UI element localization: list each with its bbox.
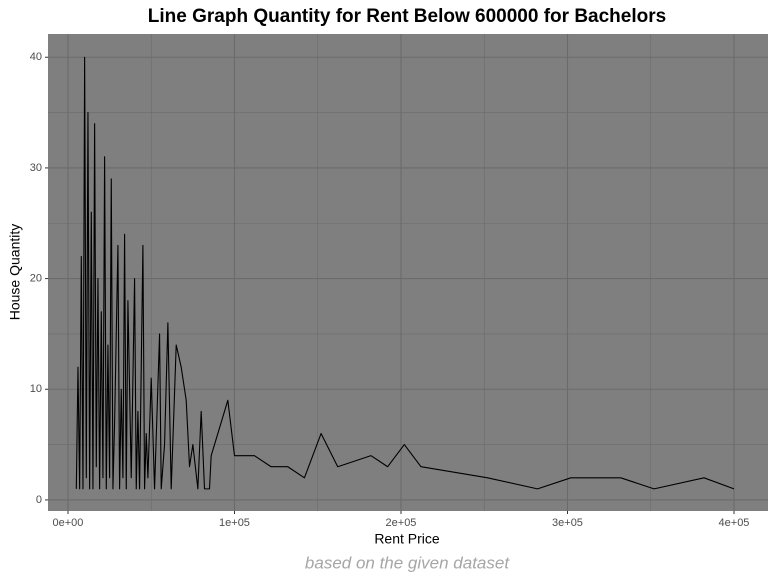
- y-tick-label: 10: [30, 383, 42, 395]
- caption: based on the given dataset: [305, 553, 510, 572]
- x-tick-label: 2e+05: [386, 517, 417, 529]
- y-tick-label: 30: [30, 162, 42, 174]
- x-tick-label: 4e+05: [719, 517, 750, 529]
- chart-title: Line Graph Quantity for Rent Below 60000…: [148, 6, 666, 27]
- y-tick-label: 40: [30, 51, 42, 63]
- x-tick-label: 3e+05: [552, 517, 583, 529]
- y-axis-label: House Quantity: [7, 224, 23, 321]
- x-tick-label: 0e+00: [53, 517, 84, 529]
- y-tick-label: 0: [36, 494, 42, 506]
- data-line: [75, 56, 735, 490]
- plot-panel: [48, 34, 768, 511]
- x-axis-label: Rent Price: [374, 531, 440, 547]
- y-tick-label: 20: [30, 272, 42, 284]
- x-tick-label: 1e+05: [219, 517, 250, 529]
